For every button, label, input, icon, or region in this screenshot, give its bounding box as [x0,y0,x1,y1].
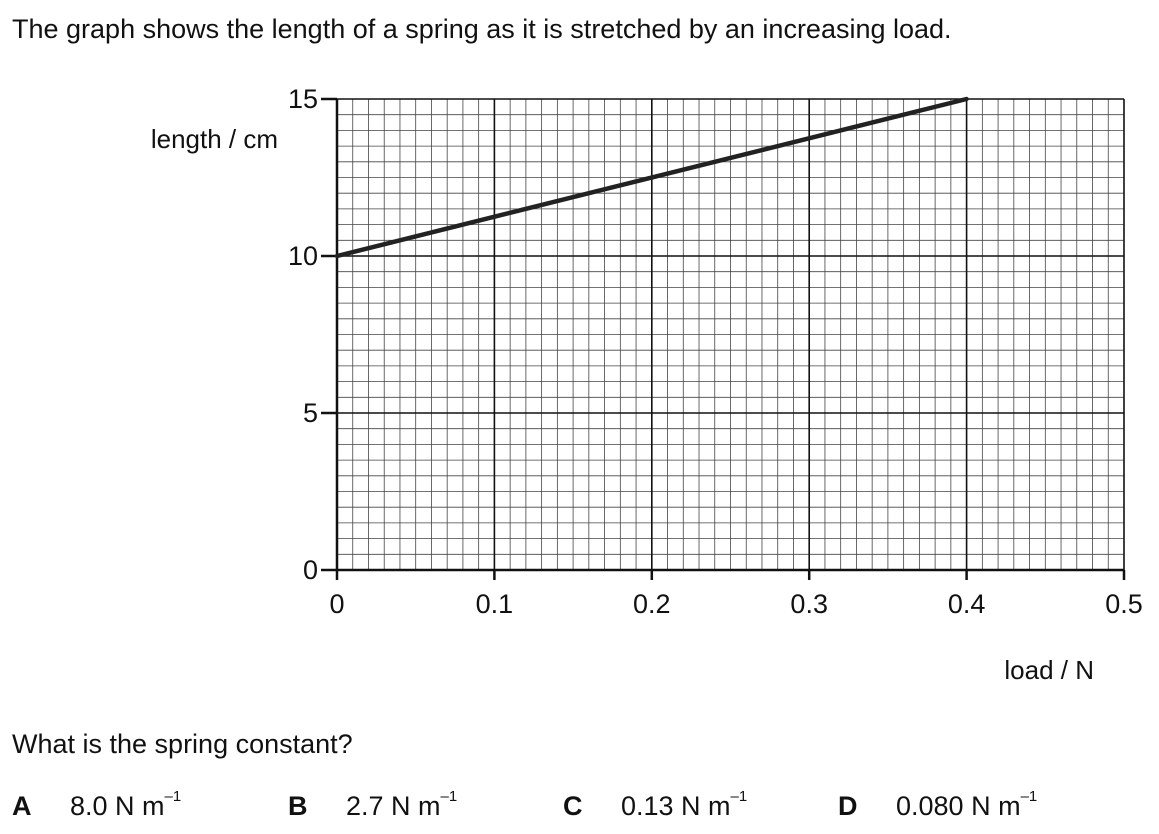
option-c-exponent: –1 [730,788,748,805]
option-b-value: 2.7 N m [346,791,441,821]
option-b-letter: B [288,791,308,821]
option-a-value: 8.0 N m [70,791,165,821]
chart-axes [335,99,1124,572]
option-a-exponent: –1 [164,788,182,805]
y-tick-label: 0 [303,555,318,585]
major-grid [337,98,1125,570]
minor-grid [337,99,1124,570]
option-d-value: 0.080 N m [896,791,1021,821]
option-a[interactable]: A 8.0 N m–1 [12,789,181,821]
intro-text: The graph shows the length of a spring a… [12,14,952,44]
x-axis-label: load / N [1004,655,1094,685]
x-tick-label: 0.3 [790,589,828,619]
x-tick-label: 0 [329,589,344,619]
y-ticks: 0 5 10 15 [288,84,337,585]
series-line [334,96,969,259]
y-tick-label: 5 [303,398,318,428]
x-ticks: 0 0.1 0.2 0.3 0.4 0.5 [329,570,1143,619]
y-tick-label: 10 [288,241,318,271]
option-c[interactable]: C 0.13 N m–1 [563,789,747,821]
option-c-value: 0.13 N m [621,791,731,821]
option-c-letter: C [563,791,583,821]
option-d-exponent: –1 [1020,788,1038,805]
x-tick-label: 0.5 [1105,589,1143,619]
question-text: What is the spring constant? [12,729,353,759]
x-tick-label: 0.2 [633,589,671,619]
x-tick-label: 0.1 [476,589,514,619]
series-layer [334,96,969,259]
y-tick-label: 15 [288,84,318,114]
spring-length-chart: 0 5 10 15 0 0.1 0.2 0.3 0.4 0.5 length / cm load… [151,84,1143,685]
x-tick-label: 0.4 [948,589,986,619]
option-d[interactable]: D 0.080 N m–1 [838,789,1037,821]
option-d-letter: D [838,791,858,821]
option-b[interactable]: B 2.7 N m–1 [288,789,457,821]
option-b-exponent: –1 [440,788,458,805]
option-a-letter: A [12,791,32,821]
y-axis-label: length / cm [151,124,278,154]
